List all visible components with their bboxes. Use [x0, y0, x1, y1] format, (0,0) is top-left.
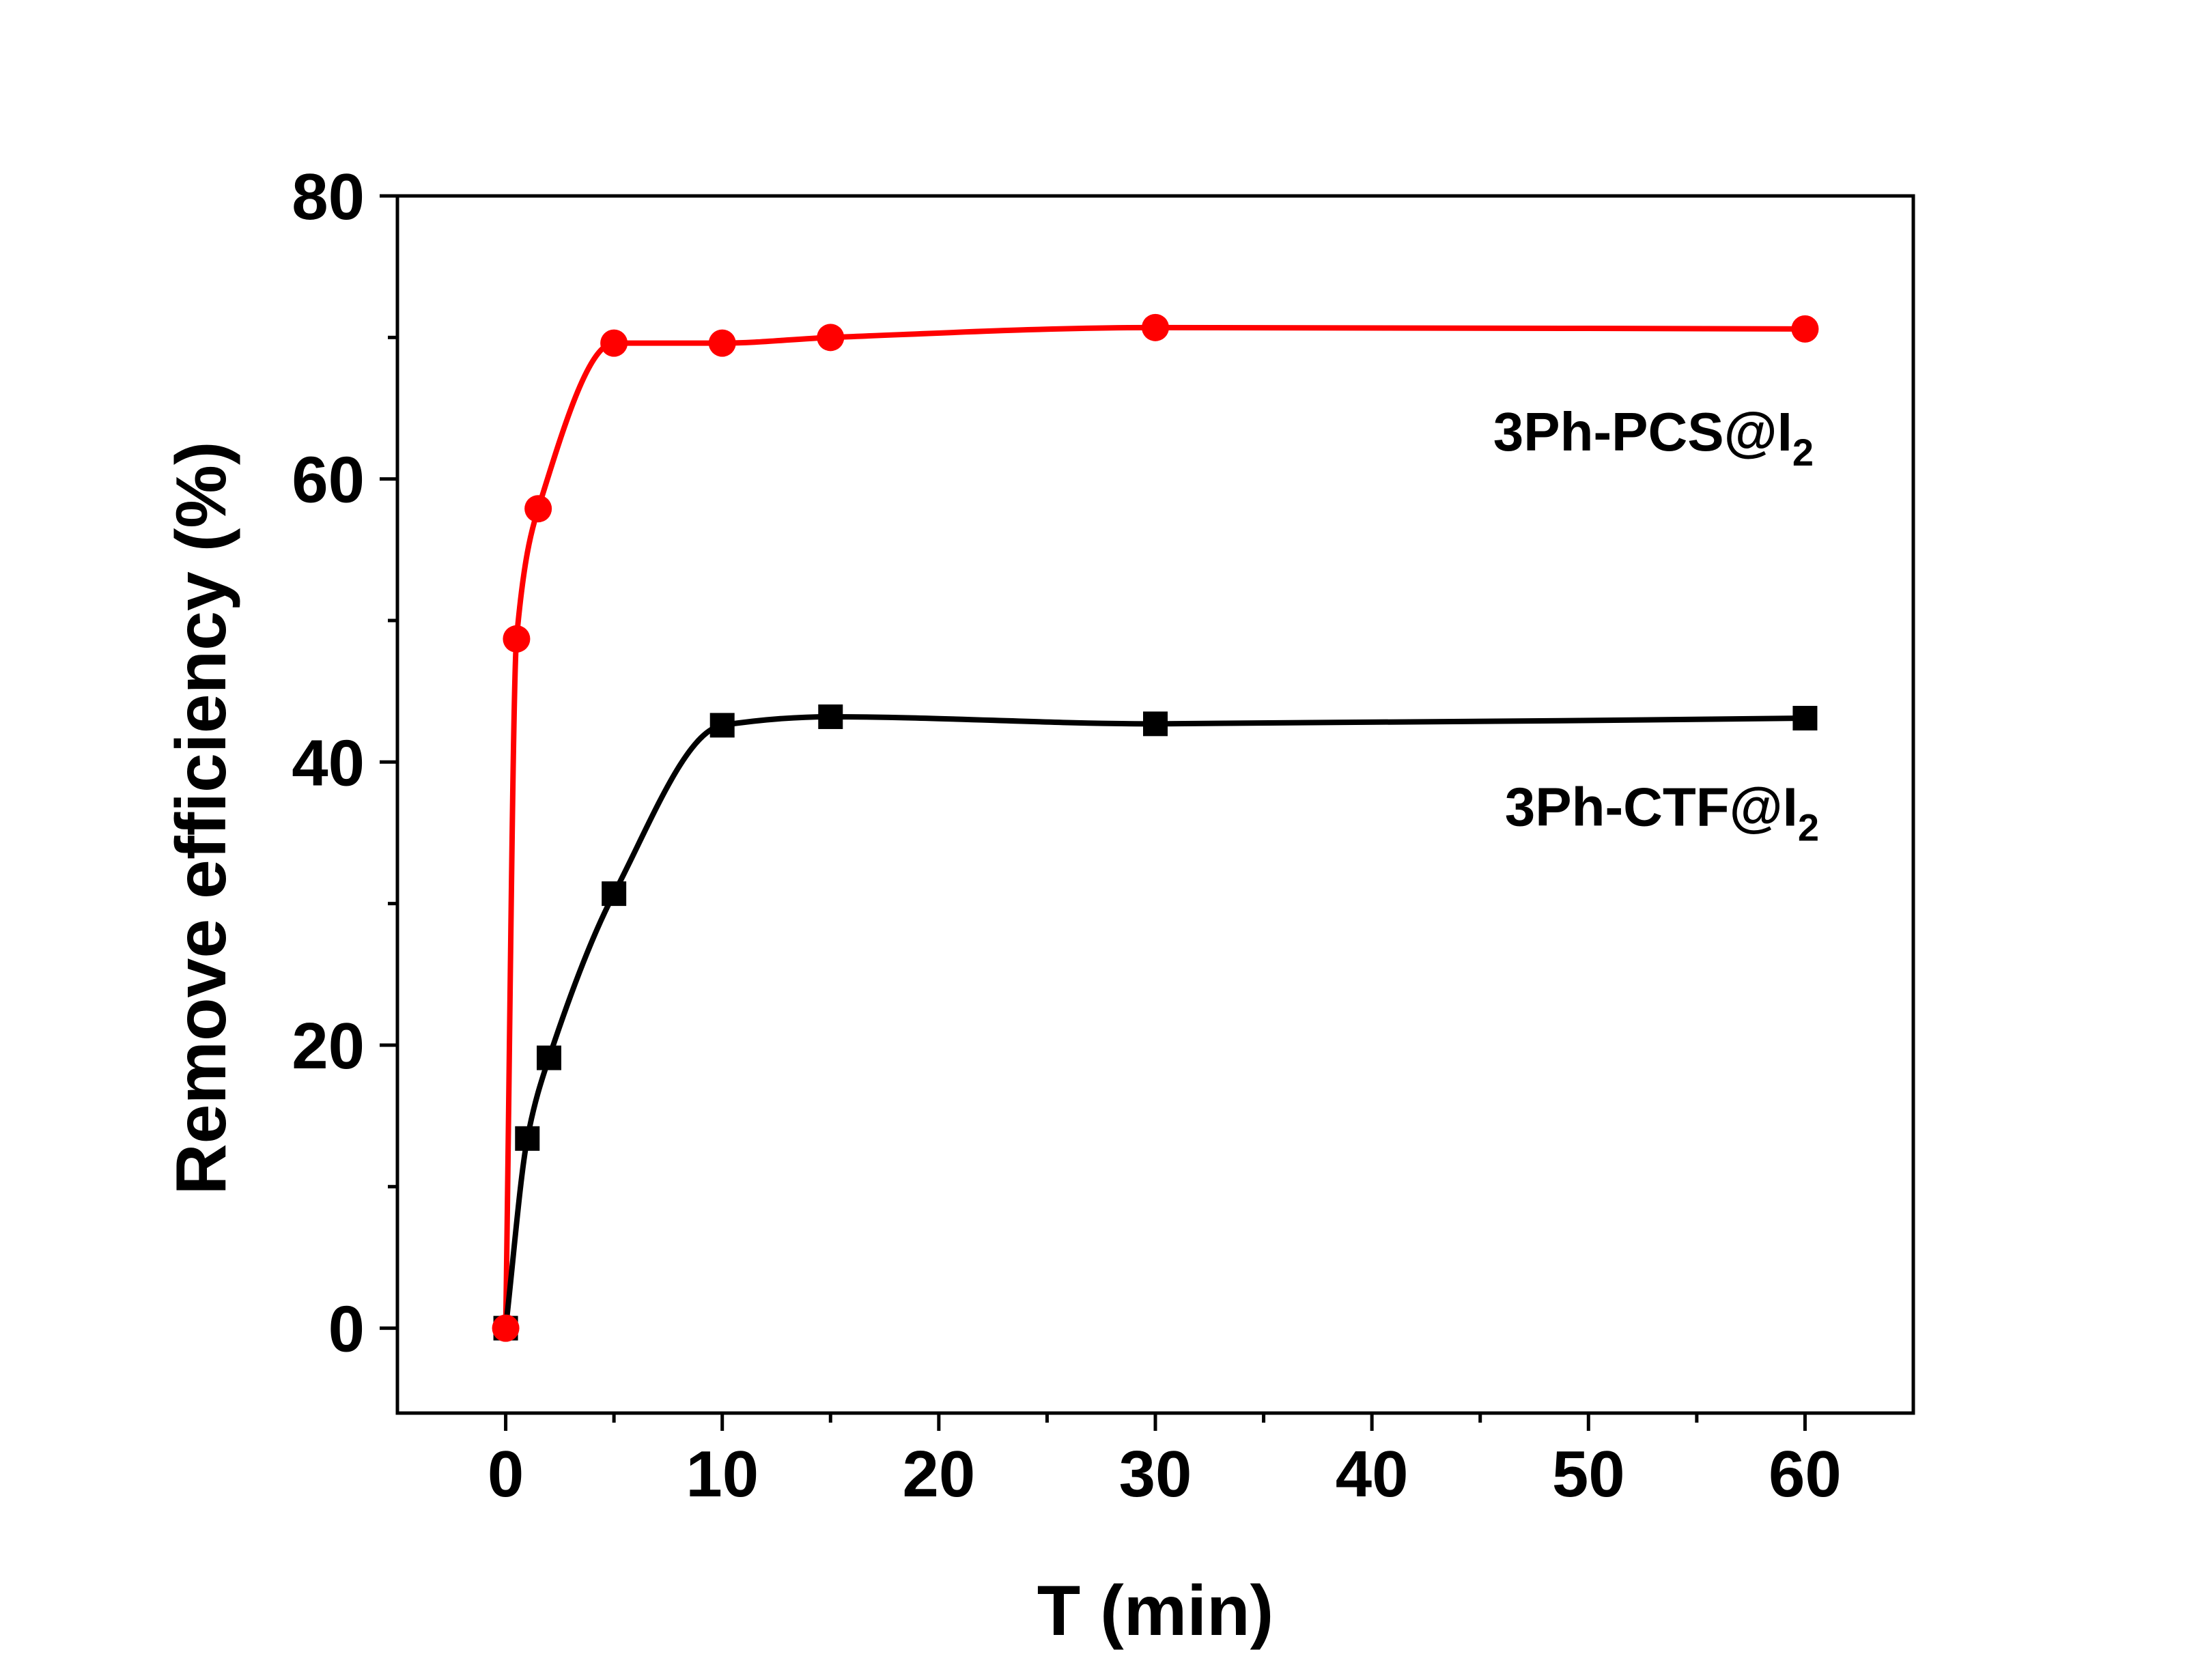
data-point-pcs — [1791, 315, 1819, 343]
series-label-ctf: 3Ph-CTF@I2 — [1505, 777, 1819, 849]
fit-curve-0 — [503, 324, 1805, 1328]
series-label-pcs: 3Ph-PCS@I2 — [1493, 401, 1814, 474]
y-axis-title: Remove efficiency (%) — [162, 442, 241, 1195]
data-point-ctf — [537, 1045, 561, 1070]
data-point-ctf — [515, 1126, 540, 1151]
data-point-ctf — [1143, 711, 1168, 737]
x-tick-label: 40 — [1336, 1438, 1409, 1511]
y-tick-label: 40 — [292, 726, 365, 799]
x-tick-label: 0 — [488, 1438, 524, 1511]
data-point-pcs — [1142, 313, 1169, 341]
x-tick-label: 20 — [902, 1438, 975, 1511]
data-point-ctf — [1792, 706, 1818, 731]
data-point-ctf — [602, 881, 627, 907]
data-point-pcs — [492, 1314, 520, 1342]
data-point-pcs — [503, 625, 531, 653]
y-tick-label: 80 — [292, 160, 365, 233]
data-point-pcs — [524, 495, 552, 523]
data-point-ctf — [709, 713, 735, 738]
tick-labels: 0 10 20 30 40 50 60 0 20 40 60 80 — [292, 160, 1842, 1511]
data-point-pcs — [600, 329, 628, 357]
x-tick-label: 30 — [1119, 1438, 1192, 1511]
series-label-pcs-main: 3Ph-PCS@I — [1493, 401, 1792, 462]
x-tick-label: 50 — [1552, 1438, 1625, 1511]
data-point-ctf — [818, 704, 843, 729]
y-tick-label: 20 — [292, 1010, 365, 1083]
x-tick-label: 10 — [686, 1438, 759, 1511]
series-label-ctf-sub: 2 — [1798, 806, 1819, 849]
series-label-pcs-sub: 2 — [1792, 431, 1814, 474]
x-tick-label: 60 — [1769, 1438, 1842, 1511]
data-markers — [492, 313, 1819, 1342]
data-point-pcs — [817, 324, 845, 352]
y-tick-label: 0 — [328, 1293, 365, 1366]
data-point-pcs — [708, 329, 736, 357]
plot-frame — [395, 194, 1915, 1415]
y-tick-label: 60 — [292, 444, 365, 517]
x-axis-title: T (min) — [1037, 1571, 1274, 1651]
series-label-ctf-main: 3Ph-CTF@I — [1505, 777, 1798, 838]
